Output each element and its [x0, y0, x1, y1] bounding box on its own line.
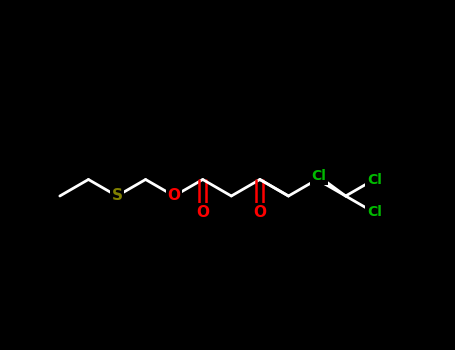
Text: Cl: Cl: [367, 205, 382, 219]
Text: O: O: [196, 205, 209, 220]
Text: Cl: Cl: [367, 173, 382, 187]
Text: O: O: [253, 205, 266, 220]
Text: Cl: Cl: [312, 169, 327, 183]
Text: O: O: [167, 189, 181, 203]
Text: S: S: [111, 189, 122, 203]
